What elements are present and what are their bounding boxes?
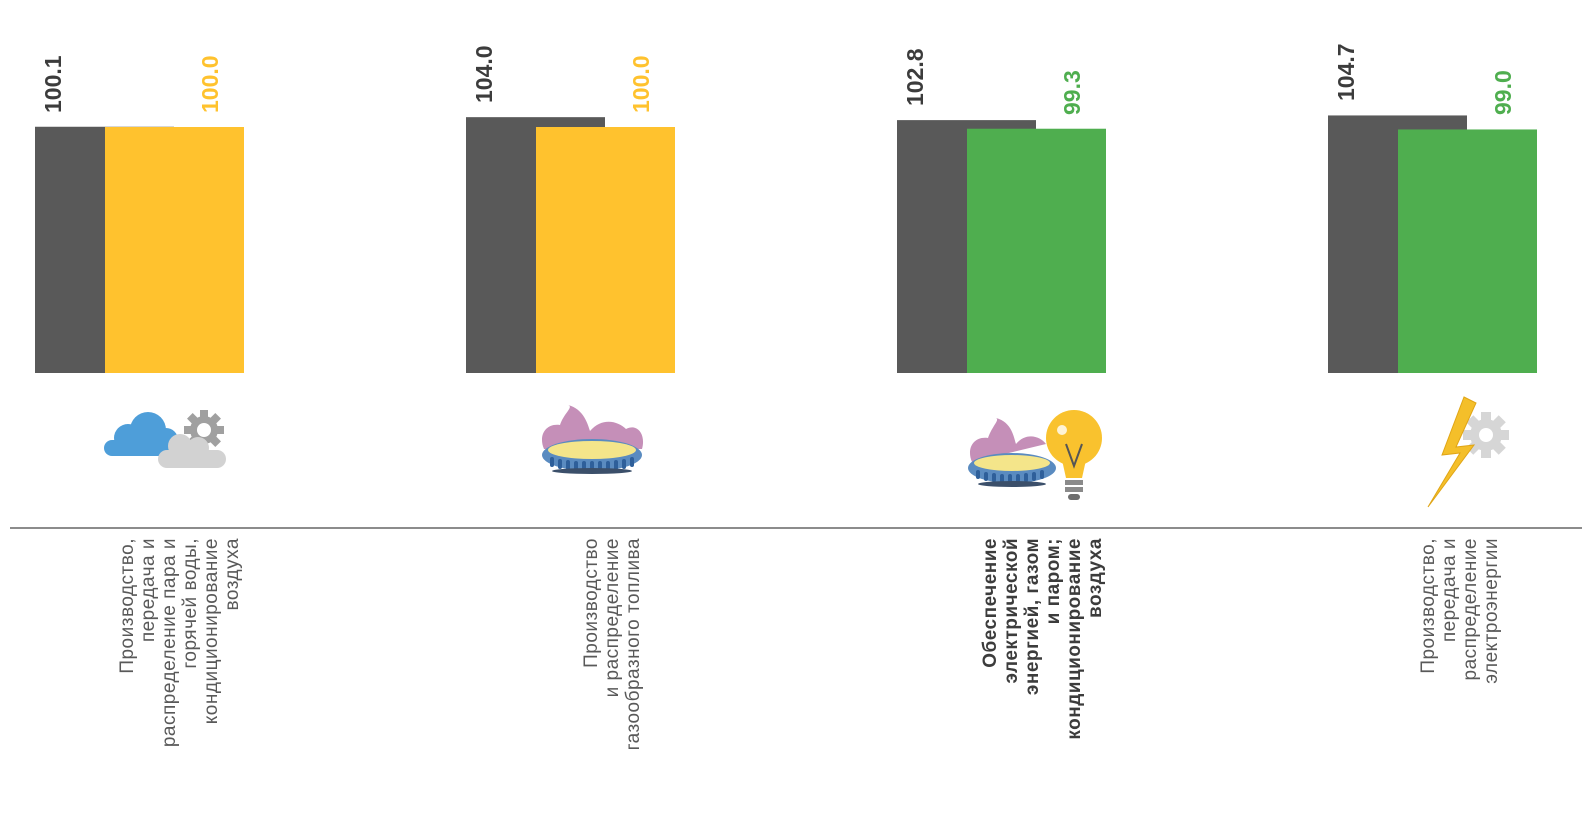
category-label-line: воздуха	[222, 538, 243, 611]
category-label-line: распределение пара и	[159, 538, 180, 748]
category-label-line: энергией, газом	[1022, 538, 1043, 696]
category-label-line: электроэнергии	[1481, 538, 1502, 684]
category-label-line: Производство,	[117, 538, 138, 674]
gas-burner-icon	[534, 405, 649, 475]
category-label-line: передача и	[1439, 538, 1460, 643]
category-label-line: и распределение	[601, 538, 623, 698]
category-label-line: кондиционирование	[201, 538, 222, 725]
bar-series2-1	[105, 127, 244, 373]
burner-bulb-icon	[964, 408, 1109, 508]
category-label-line: газообразного топлива	[622, 538, 644, 751]
lightning-gear-icon	[1424, 395, 1516, 510]
category-label-line: Производство	[580, 538, 602, 668]
bar-series2-3	[967, 128, 1106, 373]
bar-chart	[10, 115, 1582, 529]
category-label-line: воздуха	[1085, 538, 1106, 618]
category-label-line: Производство,	[1418, 538, 1439, 674]
category-label-line: передача и	[138, 538, 159, 643]
category-label-line: электрической	[1001, 538, 1022, 684]
cloud-gear-icon	[100, 402, 230, 472]
category-label-line: распределение	[1460, 538, 1481, 681]
category-label-line: и паром;	[1043, 538, 1064, 625]
category-label-line: Обеспечение	[980, 538, 1001, 668]
bar-series2-4	[1398, 129, 1537, 373]
category-label-line: горячей воды,	[180, 538, 201, 669]
bar-series2-2	[536, 127, 675, 373]
category-label-line: кондиционирование	[1064, 538, 1085, 740]
